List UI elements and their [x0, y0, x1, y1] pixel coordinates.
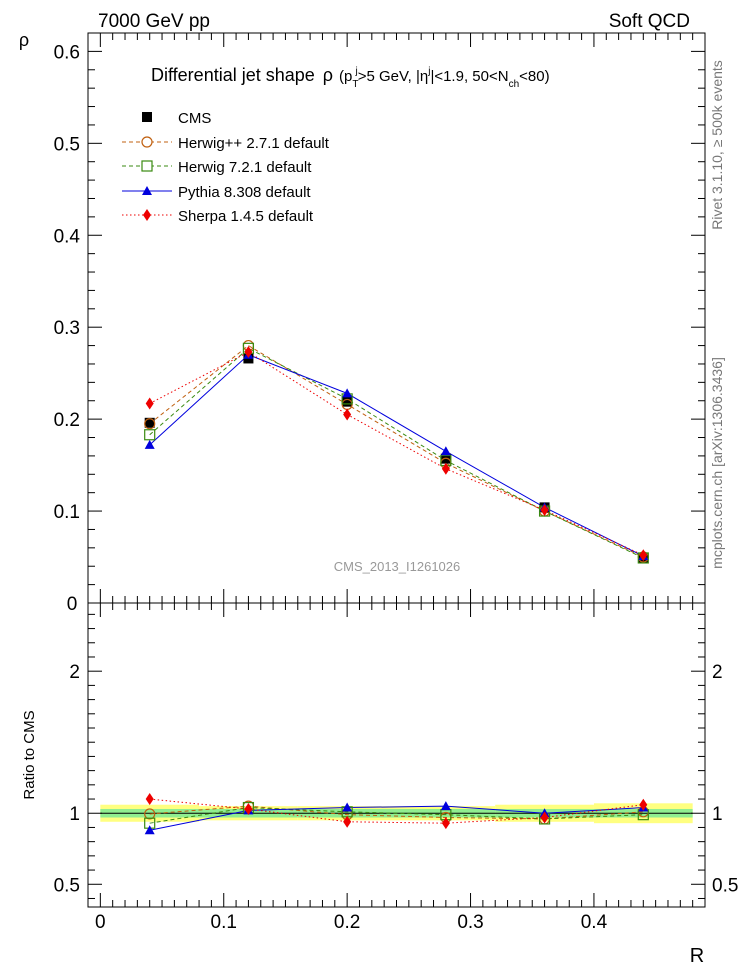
- legend-label-pythia: Pythia 8.308 default: [178, 184, 311, 201]
- data-point: [144, 439, 155, 449]
- mcplots-info-text: mcplots.cern.ch [arXiv:1306.3436]: [709, 357, 725, 569]
- x-tick-label: 0.3: [457, 912, 483, 933]
- x-tick-label: 0.1: [211, 912, 237, 933]
- header-left: 7000 GeV pp: [98, 11, 210, 32]
- data-point: [343, 815, 352, 828]
- legend-label-herwigpp: Herwig++ 2.7.1 default: [178, 135, 330, 152]
- data-point: [342, 802, 353, 812]
- x-tick-label: 0.2: [334, 912, 360, 933]
- series-line: [149, 354, 644, 557]
- x-axis-label: R: [690, 945, 704, 967]
- ratio-y-tick-label-right: 2: [712, 662, 723, 683]
- data-point: [144, 825, 155, 835]
- chart-title: Differential jet shape ρ (pTj>5 GeV, |ηj|<…: [151, 65, 550, 90]
- legend-label-sherpa: Sherpa 1.4.5 default: [178, 208, 314, 225]
- legend-item-sherpa: Sherpa 1.4.5 default: [122, 208, 314, 225]
- data-point: [145, 793, 154, 806]
- data-point: [144, 418, 156, 430]
- x-tick-label: 0.4: [581, 912, 608, 933]
- main-y-tick-label: 0.3: [54, 318, 80, 339]
- main-series-layer: [144, 339, 649, 564]
- ratio-y-tick-label-right: 0.5: [712, 875, 738, 896]
- legend-marker-herwig7: [141, 160, 153, 172]
- legend-label-herwig7: Herwig 7.2.1 default: [178, 159, 312, 176]
- data-point: [639, 798, 648, 811]
- series-line: [149, 807, 644, 824]
- data-point: [244, 346, 253, 359]
- legend-marker-pythia: [142, 186, 152, 195]
- main-y-tick-label: 0.4: [54, 226, 81, 247]
- ratio-y-tick-label: 0.5: [54, 875, 80, 896]
- legend-item-herwig7: Herwig 7.2.1 default: [122, 159, 312, 176]
- x-tick-label: 0: [95, 912, 106, 933]
- series-line: [149, 805, 644, 831]
- main-y-tick-label: 0.5: [54, 134, 80, 155]
- data-point: [145, 397, 154, 410]
- main-y-zero-label: 0: [67, 594, 78, 615]
- data-point: [144, 417, 155, 428]
- data-point: [441, 817, 450, 830]
- header-right: Soft QCD: [609, 11, 690, 32]
- data-point: [440, 801, 451, 811]
- data-point: [144, 808, 156, 820]
- series-line: [149, 347, 644, 559]
- series-line: [149, 351, 644, 556]
- main-y-tick-label: 0.1: [54, 502, 80, 523]
- main-y-tick-label: 0.6: [54, 42, 80, 63]
- main-y-tick-label: 0.2: [54, 410, 80, 431]
- analysis-watermark: CMS_2013_I1261026: [334, 559, 461, 574]
- axis-ticks: 0.1 0.2 0.3 0.4 0.5 0.6 0 0 0.1 0.2 0.3 0.4 0.5 0.5 1 1…: [54, 33, 738, 933]
- legend-marker-herwigpp: [141, 136, 153, 148]
- data-point: [342, 396, 353, 407]
- series-line: [149, 798, 644, 824]
- ratio-y-tick-label-right: 1: [712, 804, 723, 825]
- ratio-y-tick-label: 2: [69, 662, 80, 683]
- data-point: [342, 388, 353, 398]
- ratio-y-axis-label: Ratio to CMS: [21, 710, 38, 799]
- series-line: [149, 344, 644, 558]
- main-y-axis-label: ρ: [19, 30, 29, 50]
- data-point: [639, 549, 648, 562]
- rivet-info-text: Rivet 3.1.10, ≥ 500k events: [709, 60, 725, 230]
- legend-item-pythia: Pythia 8.308 default: [122, 184, 311, 201]
- legend-item-herwigpp: Herwig++ 2.7.1 default: [122, 135, 330, 152]
- legend-marker-cms: [142, 112, 152, 122]
- legend-marker-sherpa: [143, 209, 151, 221]
- ratio-y-tick-label: 1: [69, 804, 80, 825]
- legend-label-cms: CMS: [178, 110, 211, 127]
- data-point: [144, 429, 156, 441]
- ratio-series-layer: [144, 793, 649, 835]
- data-point: [343, 408, 352, 421]
- data-point: [441, 462, 450, 475]
- legend-item-cms: CMS: [142, 110, 211, 127]
- data-point: [540, 504, 549, 517]
- ratio-panel-frame: [87, 602, 706, 908]
- legend: CMS Herwig++ 2.7.1 default Herwig 7.2.1 …: [122, 110, 330, 225]
- data-point: [440, 446, 451, 456]
- series-line: [149, 805, 644, 820]
- data-point: [540, 811, 549, 824]
- data-point: [244, 802, 253, 815]
